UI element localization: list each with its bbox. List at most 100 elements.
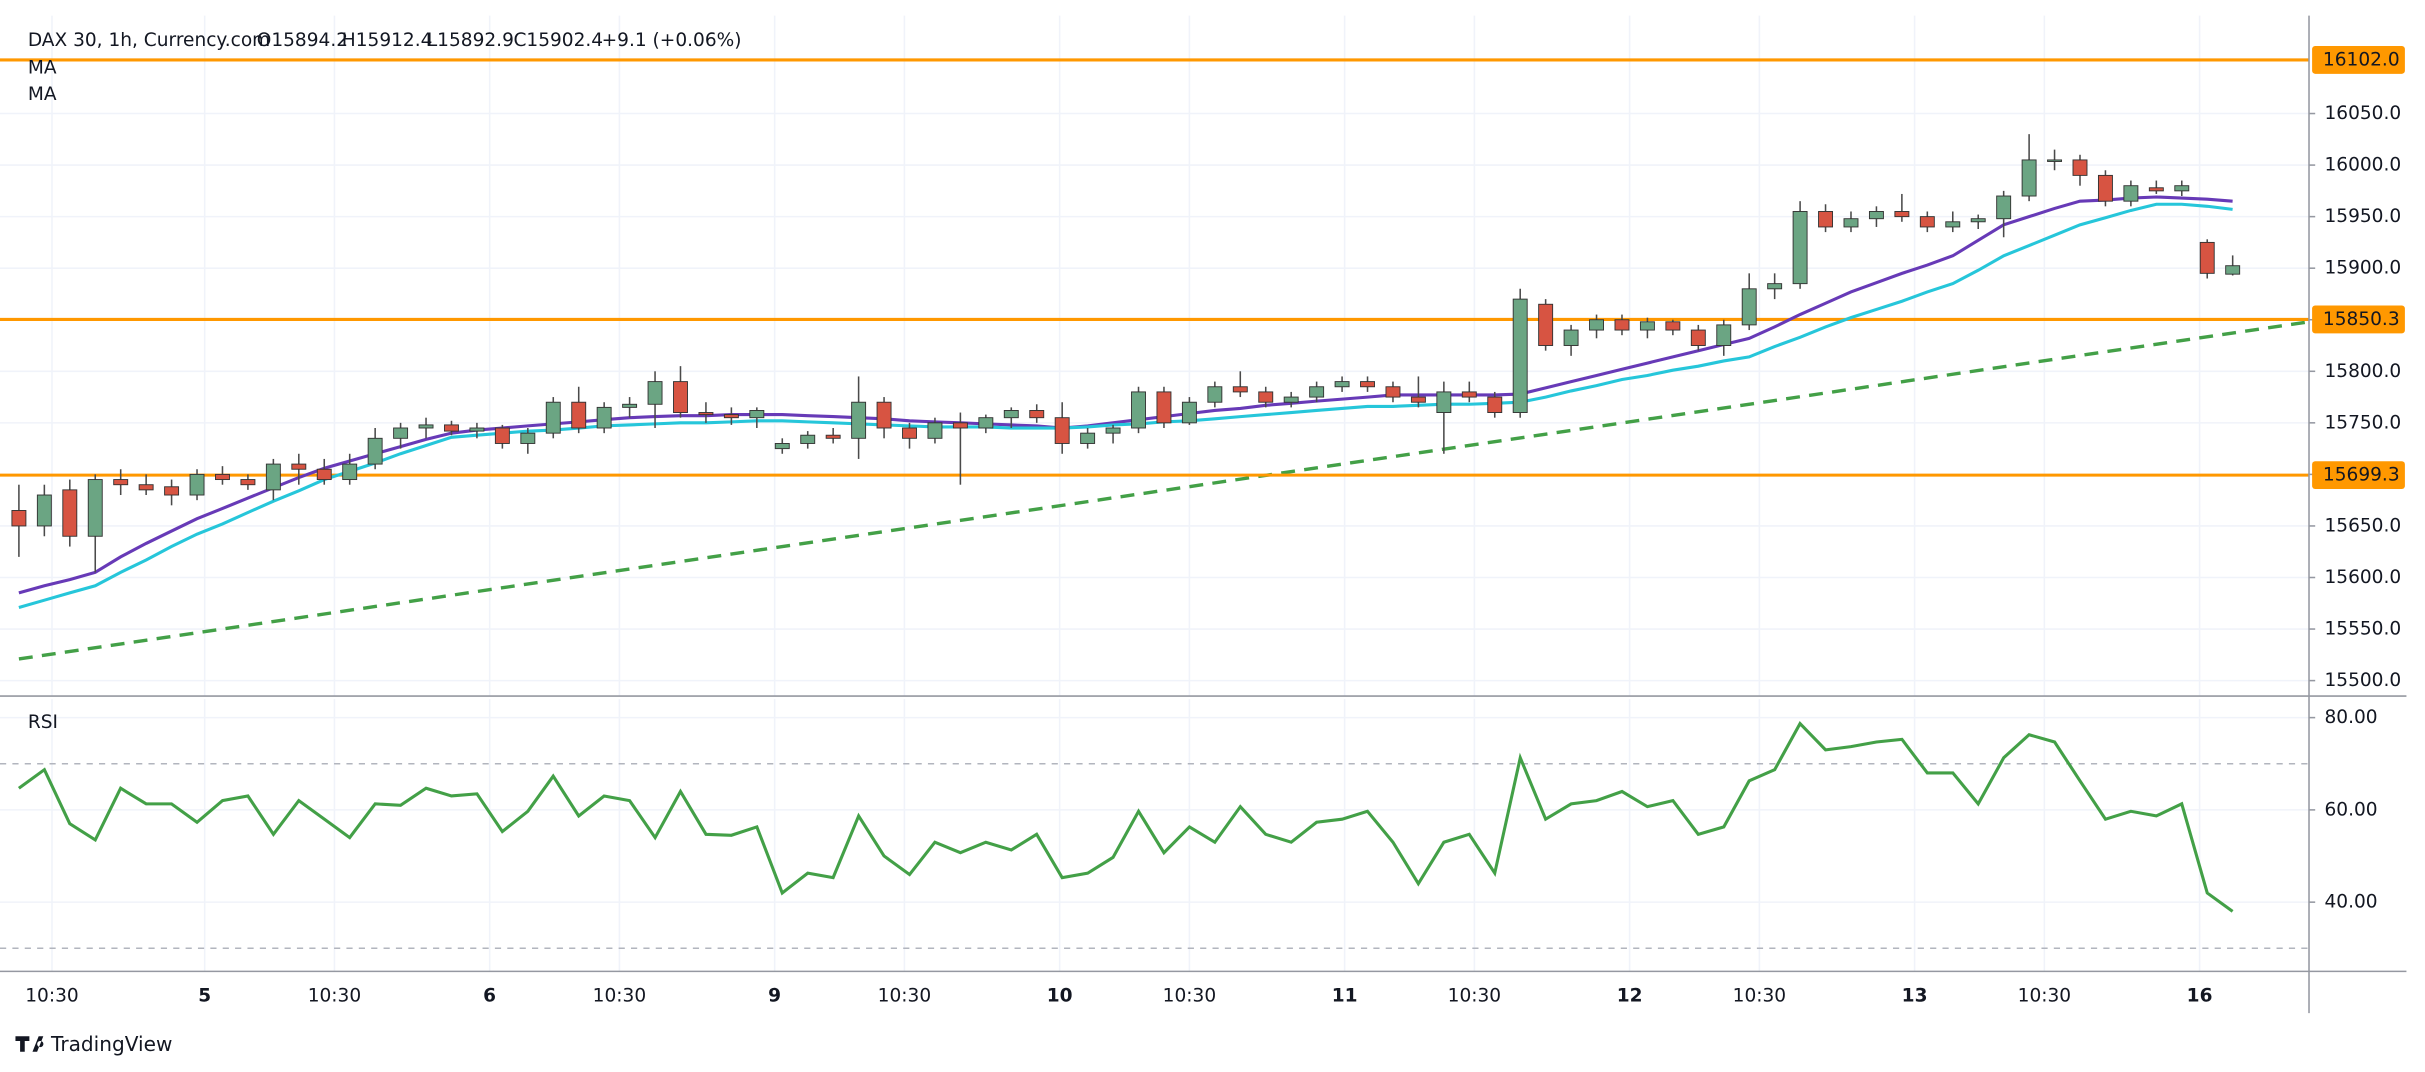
candle-body [1843, 218, 1859, 228]
y-tick-label: 15650.0 [2324, 515, 2401, 536]
candle-body [444, 424, 459, 432]
candle-body [698, 412, 714, 416]
ohlc-label: O15894.2 [257, 30, 348, 51]
candle-body [1360, 381, 1375, 388]
candle-body [316, 468, 332, 481]
legend-entry: MA [28, 58, 57, 79]
x-tick-label: 9 [768, 986, 781, 1007]
candle-body [927, 422, 943, 439]
ohlc-label: C15902.4 [513, 30, 603, 51]
x-tick-label: 6 [483, 986, 496, 1007]
candle-body [1767, 283, 1783, 290]
candle-body [952, 422, 968, 429]
candle-body [1970, 218, 1986, 223]
candle-body [902, 427, 917, 439]
candle-body [1232, 386, 1248, 393]
candle-body [113, 479, 129, 486]
x-tick-label: 10 [1047, 986, 1073, 1007]
x-tick-label: 10:30 [1733, 986, 1786, 1007]
y-tick-label: 60.00 [2324, 799, 2377, 820]
candle-body [1690, 329, 1706, 346]
candle-body [1461, 391, 1477, 398]
candle-body [1919, 216, 1935, 228]
candle-body [876, 401, 892, 429]
ma-line [18, 202, 2233, 609]
x-tick-label: 16 [2187, 986, 2213, 1007]
candle-body [978, 417, 994, 429]
candle-body [2225, 265, 2241, 275]
x-tick-label: 5 [198, 986, 211, 1007]
y-tick-label: 40.00 [2324, 892, 2377, 913]
candle-body [596, 406, 612, 429]
rsi-line [17, 721, 2234, 913]
chart-title: DAX 30, 1h, Currency.com [28, 30, 270, 51]
candle-body [647, 381, 663, 405]
candle-body [851, 401, 867, 439]
candle-body [1487, 396, 1503, 413]
candle-body [2148, 187, 2164, 192]
trendline [18, 320, 2310, 661]
candle-body [1589, 319, 1604, 331]
y-tick-label: 15600.0 [2324, 567, 2401, 588]
y-tick-label: 80.00 [2324, 707, 2377, 728]
candle-body [800, 434, 816, 444]
candle-body [1105, 427, 1121, 434]
logo-icon [15, 1036, 44, 1052]
candle-body [1054, 417, 1070, 444]
y-tick-label: 15800.0 [2324, 361, 2401, 382]
level-label: 15850.3 [2323, 309, 2400, 330]
x-tick-label: 11 [1332, 986, 1358, 1007]
candle-body [1945, 221, 1961, 228]
candle-body [1818, 211, 1834, 228]
candle-body [1512, 298, 1528, 413]
x-tick-label: 10:30 [2018, 986, 2071, 1007]
candle-body [2072, 159, 2088, 176]
ohlc-label: H15912.4 [342, 30, 433, 51]
x-tick-label: 12 [1617, 986, 1643, 1007]
candle-body [393, 427, 409, 439]
candle-body [1792, 211, 1808, 285]
labels: 10:30 5 10:30 6 10:30 9 10:30 10 10:30 11 10:30 12 1… [25, 45, 2405, 1007]
candle-body [1003, 410, 1019, 419]
footer-logo: TradingView [15, 1032, 172, 1056]
x-tick-label: 10:30 [1448, 986, 1501, 1007]
candle-body [774, 443, 790, 450]
y-tick-label: 15950.0 [2324, 206, 2401, 227]
candle-body [673, 381, 688, 413]
candle-body [1029, 410, 1045, 419]
candle-body [36, 494, 52, 527]
candle-body [1385, 386, 1401, 398]
candle-body [342, 463, 358, 481]
x-tick-label: 10:30 [593, 986, 646, 1007]
candle-body [469, 427, 485, 432]
level-label: 15699.3 [2323, 465, 2400, 486]
candle-body [1334, 381, 1350, 388]
candle-body [189, 473, 205, 496]
footer-text: TradingView [50, 1032, 172, 1056]
candle-body [825, 434, 841, 439]
candle-body [164, 486, 180, 496]
ohlc-label: +9.1 (+0.06%) [602, 30, 742, 51]
candle-body [265, 463, 281, 491]
level-tag [2312, 461, 2405, 490]
marks [0, 58, 2310, 913]
x-tick-label: 10:30 [1163, 986, 1216, 1007]
y-tick-label: 15550.0 [2324, 619, 2401, 640]
ohlc-label: L15892.9 [427, 30, 514, 51]
candle-body [749, 410, 765, 419]
candle-body [2199, 241, 2215, 274]
candle-body [11, 510, 27, 527]
candle-body [571, 401, 587, 429]
candle-body [520, 432, 536, 444]
y-tick-label: 15500.0 [2324, 670, 2401, 691]
ma-line [18, 195, 2233, 595]
candle-body [494, 427, 510, 444]
candle-body [1563, 329, 1579, 346]
candle-body [622, 403, 638, 408]
candle-body [1996, 195, 2012, 220]
x-tick-label: 13 [1902, 986, 1928, 1007]
candle-body [1258, 391, 1274, 403]
candle-body [1741, 288, 1757, 326]
